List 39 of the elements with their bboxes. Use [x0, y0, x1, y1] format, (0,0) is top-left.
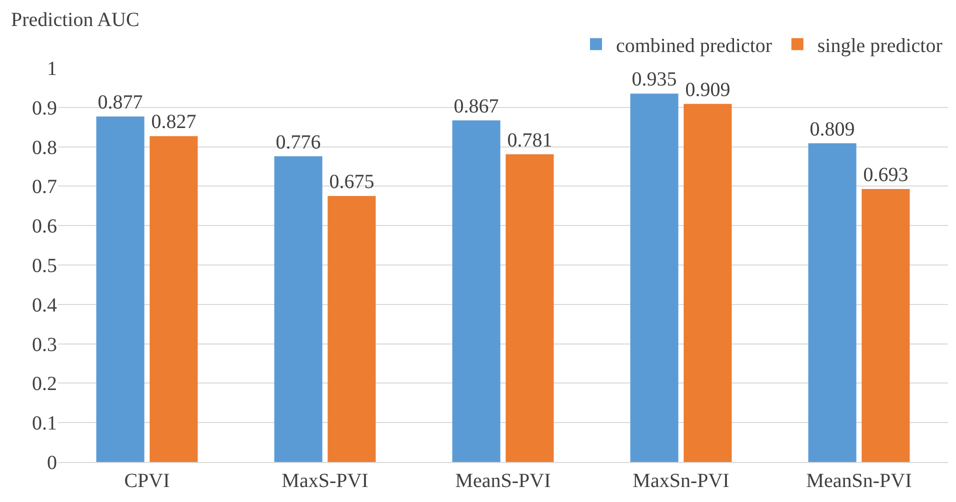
bar	[96, 116, 144, 462]
x-tick-label: MaxSn-PVI	[632, 470, 730, 492]
data-label: 0.675	[329, 171, 374, 194]
y-tick-label: 0.7	[32, 176, 57, 198]
data-label: 0.693	[863, 164, 908, 186]
x-tick-label: MeanSn-PVI	[806, 470, 912, 492]
y-tick-label: 0.4	[32, 294, 57, 316]
legend-label: combined predictor	[616, 34, 772, 57]
y-axis-title: Prediction AUC	[11, 9, 140, 31]
bar	[328, 196, 376, 462]
y-tick-label: 1	[47, 58, 57, 80]
bar	[684, 104, 732, 462]
bar	[150, 136, 198, 462]
data-label: 0.776	[276, 131, 321, 154]
y-tick-label: 0.5	[32, 255, 57, 277]
x-tick-label: CPVI	[124, 470, 170, 492]
bar	[808, 143, 856, 462]
bar	[274, 156, 322, 462]
y-tick-label: 0.8	[32, 136, 57, 159]
data-label: 0.809	[810, 118, 855, 140]
bar	[862, 188, 910, 462]
y-tick-label: 0.2	[32, 373, 57, 396]
data-label: 0.867	[454, 95, 499, 118]
data-label: 0.781	[507, 129, 552, 152]
y-tick-label: 0.3	[32, 334, 57, 356]
data-label: 0.909	[685, 78, 730, 101]
y-tick-label: 0.1	[32, 412, 57, 435]
bar	[630, 94, 678, 462]
bar	[506, 154, 554, 462]
data-label: 0.935	[632, 68, 677, 91]
data-label: 0.877	[98, 91, 143, 114]
x-tick-label: MeanS-PVI	[455, 470, 551, 492]
y-tick-label: 0	[47, 452, 57, 474]
y-tick-label: 0.9	[32, 97, 57, 120]
y-tick-label: 0.6	[32, 216, 57, 238]
x-tick-label: MaxS-PVI	[282, 470, 368, 492]
bar	[452, 120, 500, 462]
legend-label: single predictor	[817, 34, 943, 57]
data-label: 0.827	[151, 111, 196, 134]
